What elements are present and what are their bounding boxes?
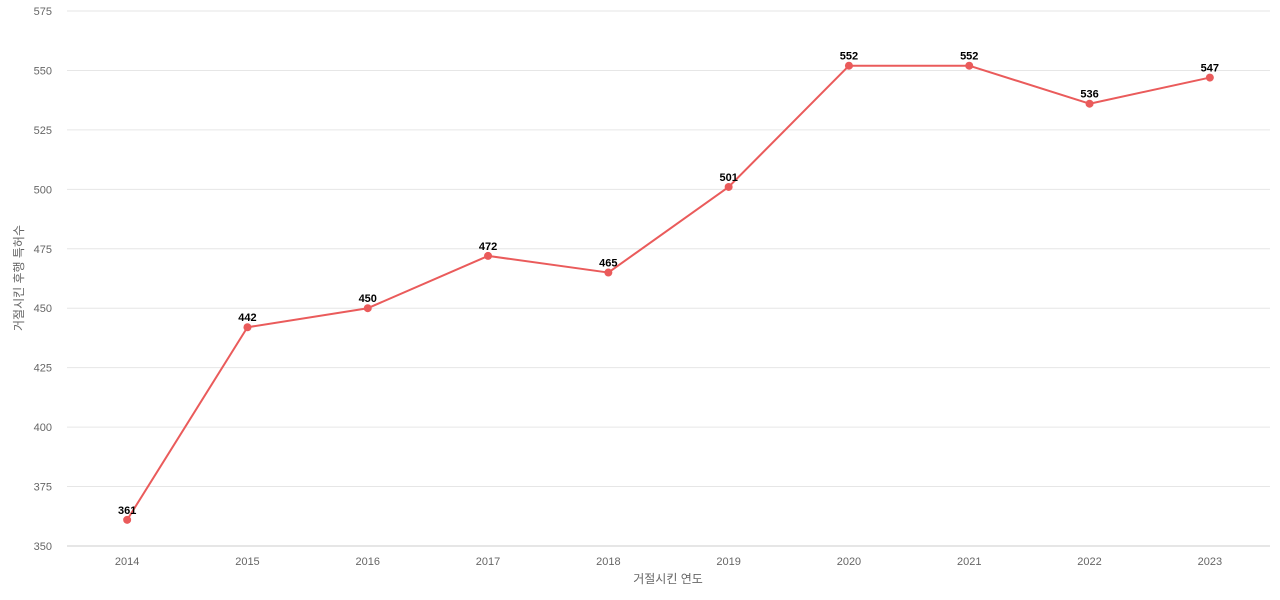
y-tick-label: 575 bbox=[34, 6, 52, 18]
series-layer bbox=[123, 61, 1214, 524]
data-point[interactable] bbox=[965, 61, 974, 70]
data-label: 450 bbox=[359, 293, 377, 305]
data-point[interactable] bbox=[243, 323, 252, 332]
data-point[interactable] bbox=[363, 304, 372, 313]
axes: 350 375 400 425 450 475 500 525 550 575 2014 2015 20… bbox=[34, 6, 1270, 568]
y-tick-label: 375 bbox=[34, 482, 52, 494]
y-tick-label: 425 bbox=[34, 363, 52, 375]
data-label: 552 bbox=[960, 51, 978, 63]
y-axis-title: 거절시킨 후행 특허수 bbox=[11, 225, 26, 331]
data-label: 501 bbox=[719, 172, 737, 184]
x-tick-label: 2017 bbox=[476, 556, 500, 568]
y-tick-label: 350 bbox=[34, 541, 52, 553]
data-label: 361 bbox=[118, 505, 136, 517]
data-label: 547 bbox=[1201, 63, 1219, 75]
data-point[interactable] bbox=[484, 251, 493, 260]
x-tick-label: 2020 bbox=[837, 556, 861, 568]
x-tick-label: 2018 bbox=[596, 556, 620, 568]
data-label: 465 bbox=[599, 258, 617, 270]
data-point[interactable] bbox=[844, 61, 853, 70]
data-label: 472 bbox=[479, 241, 497, 253]
data-point[interactable] bbox=[604, 268, 613, 277]
y-tick-label: 400 bbox=[34, 422, 52, 434]
x-tick-label: 2016 bbox=[356, 556, 380, 568]
data-point[interactable] bbox=[1085, 99, 1094, 108]
x-tick-label: 2021 bbox=[957, 556, 981, 568]
y-tick-label: 500 bbox=[34, 184, 52, 196]
x-tick-label: 2023 bbox=[1198, 556, 1222, 568]
y-tick-label: 475 bbox=[34, 244, 52, 256]
x-tick-label: 2022 bbox=[1077, 556, 1101, 568]
x-tick-label: 2014 bbox=[115, 556, 139, 568]
x-tick-label: 2015 bbox=[235, 556, 259, 568]
gridlines bbox=[67, 10, 1270, 488]
y-tick-label: 550 bbox=[34, 65, 52, 77]
data-labels: 361 442 450 472 465 501 552 552 536 547 bbox=[118, 51, 1219, 517]
data-label: 536 bbox=[1080, 89, 1098, 101]
data-point[interactable] bbox=[724, 182, 733, 191]
series-line bbox=[126, 64, 1211, 521]
data-point[interactable] bbox=[1205, 73, 1214, 82]
data-point[interactable] bbox=[123, 515, 132, 524]
y-tick-label: 450 bbox=[34, 303, 52, 315]
data-label: 552 bbox=[840, 51, 858, 63]
x-axis-title: 거절시킨 연도 bbox=[633, 572, 703, 586]
x-tick-label: 2019 bbox=[716, 556, 740, 568]
data-label: 442 bbox=[238, 312, 256, 324]
y-tick-label: 525 bbox=[34, 125, 52, 137]
